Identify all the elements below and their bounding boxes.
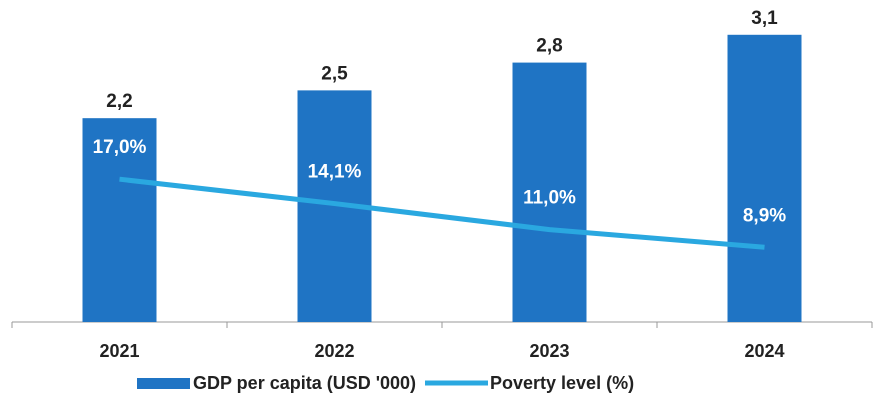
bar-label: 2,2	[106, 91, 132, 112]
x-tick-label: 2023	[529, 341, 569, 361]
line-label: 11,0%	[523, 188, 576, 209]
x-tick-label: 2022	[314, 341, 354, 361]
legend-label: Poverty level (%)	[490, 373, 634, 393]
bar-label: 2,5	[321, 63, 348, 84]
bar-label: 3,1	[751, 8, 778, 29]
bar-label: 2,8	[536, 36, 562, 57]
line	[119, 176, 765, 250]
legend-label: GDP per capita (USD '000)	[193, 373, 416, 393]
x-tick-label: 2024	[744, 341, 784, 361]
bar	[82, 118, 157, 322]
bar	[727, 34, 802, 322]
line-label: 17,0%	[93, 137, 147, 158]
legend-swatch	[137, 378, 190, 389]
line-label: 8,9%	[743, 205, 786, 226]
line-label: 14,1%	[308, 162, 362, 183]
x-tick-label: 2021	[99, 341, 139, 361]
bar	[512, 62, 587, 323]
